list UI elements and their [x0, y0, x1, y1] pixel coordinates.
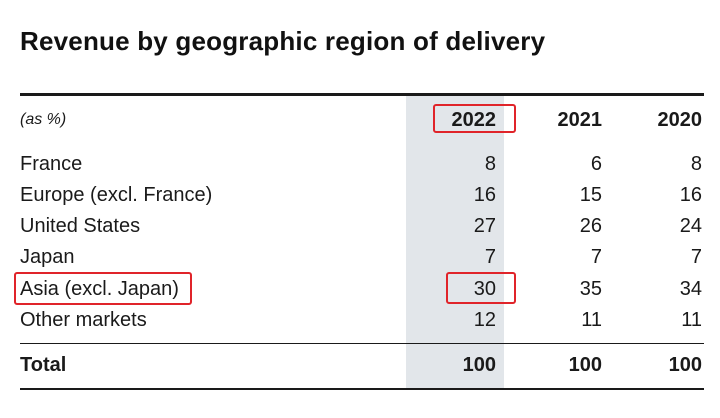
unit-label: (as %)	[20, 111, 67, 128]
row-label: France	[20, 153, 83, 175]
value-2022: 8	[484, 153, 496, 175]
table-row: United States 27 26 24	[0, 211, 720, 241]
total-separator-rule	[20, 343, 704, 344]
bottom-rule	[20, 388, 704, 390]
year-header-2021: 2021	[557, 109, 603, 131]
highlight-box-2022-header	[433, 104, 516, 133]
highlight-box-asia-label	[14, 272, 192, 305]
total-2022: 100	[462, 354, 496, 376]
row-label: Europe (excl. France)	[20, 184, 213, 206]
total-2020: 100	[668, 354, 702, 376]
value-2020: 24	[679, 215, 702, 237]
value-2020: 16	[679, 184, 702, 206]
table-row: Other markets 12 11 11	[0, 305, 720, 335]
row-label: Asia (excl. Japan)	[20, 278, 179, 300]
value-2021: 6	[590, 153, 602, 175]
value-2022: 7	[484, 246, 496, 268]
value-2020: 7	[690, 246, 702, 268]
table-title: Revenue by geographic region of delivery	[20, 26, 546, 56]
year-header-2020: 2020	[657, 109, 703, 131]
header-row: (as %) 2022 2021 2020	[0, 105, 720, 135]
table-row: Asia (excl. Japan) 30 35 34	[0, 274, 720, 304]
total-2021: 100	[568, 354, 602, 376]
top-rule	[20, 93, 704, 96]
table-row: Europe (excl. France) 16 15 16	[0, 180, 720, 210]
row-label: Japan	[20, 246, 75, 268]
value-2021: 15	[579, 184, 602, 206]
year-header-2022: 2022	[451, 109, 497, 131]
table-row: Japan 7 7 7	[0, 242, 720, 272]
value-2022: 16	[473, 184, 496, 206]
value-2020: 11	[681, 309, 702, 331]
value-2022: 12	[473, 309, 496, 331]
value-2020: 8	[690, 153, 702, 175]
table-row: France 8 6 8	[0, 149, 720, 179]
value-2021: 11	[581, 309, 602, 331]
value-2022: 30	[473, 278, 496, 300]
highlight-box-asia-2022	[446, 272, 516, 304]
value-2020: 34	[679, 278, 702, 300]
total-label: Total	[20, 354, 67, 376]
value-2021: 7	[590, 246, 602, 268]
value-2021: 35	[579, 278, 602, 300]
row-label: United States	[20, 215, 141, 237]
value-2021: 26	[579, 215, 602, 237]
value-2022: 27	[473, 215, 496, 237]
total-row: Total 100 100 100	[0, 350, 720, 380]
highlighted-column-shade	[406, 93, 504, 390]
row-label: Other markets	[20, 309, 147, 331]
